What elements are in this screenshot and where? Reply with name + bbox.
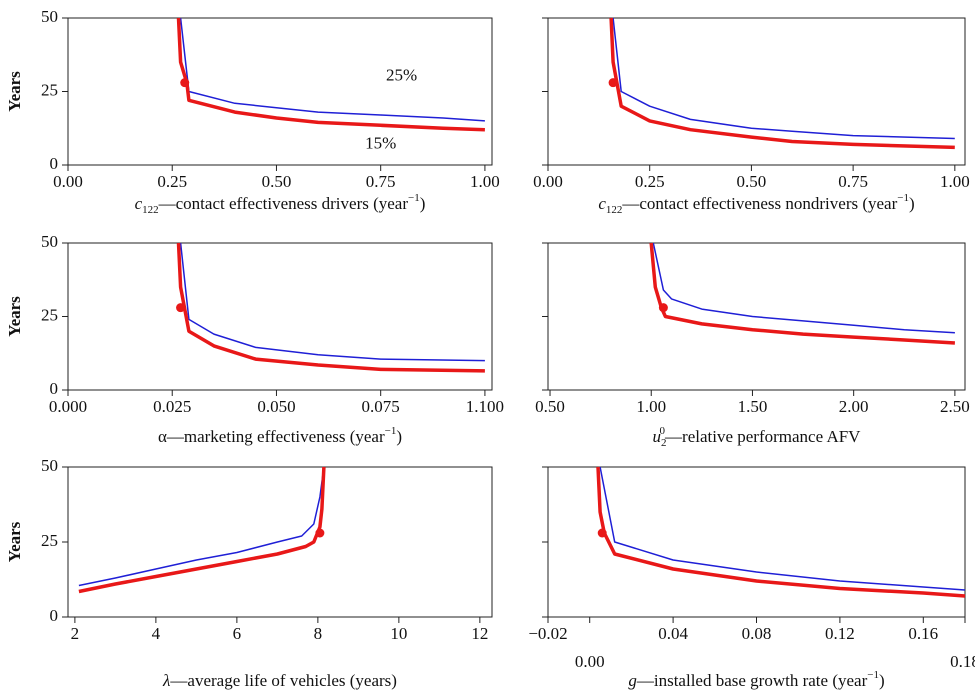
x-tick-label: 0.50 xyxy=(535,397,565,416)
plot-frame xyxy=(67,242,493,391)
x-axis-label-part: −1 xyxy=(408,192,420,204)
series-line xyxy=(612,17,955,140)
x-axis-label: c122—contact effectiveness nondrivers (y… xyxy=(598,192,914,216)
x-tick-label: 0.00 xyxy=(53,172,83,191)
x-axis-label-part: −1 xyxy=(897,192,909,204)
x-tick-label: 0.04 xyxy=(658,624,688,643)
x-tick-label: 6 xyxy=(233,624,242,643)
x-tick-label: −0.02 xyxy=(528,624,567,643)
x-axis-label-part: −1 xyxy=(385,425,397,437)
x-tick-label: 0.18 xyxy=(950,652,975,671)
x-axis-label-part: 2 xyxy=(661,437,667,449)
y-tick-label: 25 xyxy=(41,80,58,99)
x-axis-label: g—installed base growth rate (year−1) xyxy=(628,669,884,690)
x-tick-label: 4 xyxy=(152,624,161,643)
x-tick-label: 0.000 xyxy=(49,397,87,416)
x-tick-label: 1.00 xyxy=(636,397,666,416)
x-tick-label: 0.075 xyxy=(362,397,400,416)
highlight-point xyxy=(180,78,190,88)
x-axis-label-part: λ xyxy=(162,671,170,690)
x-axis-label: u20—relative performance AFV xyxy=(653,425,862,449)
x-tick-label: 0.00 xyxy=(533,172,563,191)
x-axis-label-part: −1 xyxy=(867,669,879,681)
y-axis-label: Years xyxy=(5,71,24,112)
x-axis-label-part: c xyxy=(135,194,143,213)
y-tick-label: 0 xyxy=(50,379,59,398)
x-tick-label: 12 xyxy=(471,624,488,643)
series-line xyxy=(599,466,966,591)
annotation: 15% xyxy=(365,133,396,152)
highlight-point xyxy=(315,528,325,538)
x-tick-label: 0.75 xyxy=(838,172,868,191)
x-tick-label: 0.025 xyxy=(153,397,191,416)
highlight-point xyxy=(176,303,186,313)
x-axis-label-part: g xyxy=(628,671,637,690)
series-line xyxy=(596,466,966,598)
x-tick-label: 0.50 xyxy=(262,172,292,191)
x-axis-label-part: —relative performance AFV xyxy=(664,427,861,446)
x-tick-label: 0.050 xyxy=(257,397,295,416)
x-tick-label: 0.16 xyxy=(908,624,938,643)
x-axis-label-part: —average life of vehicles (years) xyxy=(169,671,397,690)
x-axis-label: λ—average life of vehicles (years) xyxy=(162,671,397,690)
series-line xyxy=(179,242,485,362)
x-tick-label: 2 xyxy=(71,624,80,643)
series-line xyxy=(649,242,956,345)
x-axis-label-part: ) xyxy=(396,427,402,446)
x-axis-label-part: ) xyxy=(420,194,426,213)
x-tick-label: 0.00 xyxy=(575,652,605,671)
series-line xyxy=(652,242,955,334)
plot-frame xyxy=(67,17,493,166)
x-tick-label: 1.00 xyxy=(470,172,500,191)
x-tick-label: 0.08 xyxy=(742,624,772,643)
x-axis-label-part: —installed base growth rate (year xyxy=(636,671,868,690)
y-tick-label: 50 xyxy=(41,456,58,475)
x-tick-label: 2.50 xyxy=(940,397,970,416)
x-axis-label-part: 122 xyxy=(142,204,159,216)
x-axis-label-part: α—marketing effectiveness (year xyxy=(158,427,385,446)
y-tick-label: 25 xyxy=(41,531,58,550)
highlight-point xyxy=(658,303,668,313)
x-tick-label: 0.25 xyxy=(635,172,665,191)
series-line xyxy=(179,17,485,122)
y-axis-label: Years xyxy=(5,296,24,337)
x-tick-label: 1.100 xyxy=(466,397,504,416)
x-tick-label: 8 xyxy=(314,624,323,643)
x-axis-label: α—marketing effectiveness (year−1) xyxy=(158,425,402,446)
x-axis-label-part: u xyxy=(653,427,662,446)
y-tick-label: 50 xyxy=(41,7,58,26)
y-axis-label: Years xyxy=(5,521,24,562)
highlight-point xyxy=(608,78,618,88)
series-line xyxy=(176,242,485,373)
y-tick-label: 0 xyxy=(50,606,59,625)
y-tick-label: 50 xyxy=(41,232,58,251)
series-line xyxy=(176,17,485,132)
x-tick-label: 1.00 xyxy=(940,172,970,191)
x-axis-label-part: ) xyxy=(909,194,915,213)
x-axis-label-part: ) xyxy=(879,671,885,690)
x-axis-label-part: c xyxy=(598,194,606,213)
x-tick-label: 10 xyxy=(390,624,407,643)
x-tick-label: 0.50 xyxy=(737,172,767,191)
x-tick-label: 0.75 xyxy=(366,172,396,191)
x-axis-label-part: —contact effectiveness drivers (year xyxy=(158,194,409,213)
x-tick-label: 2.00 xyxy=(839,397,869,416)
series-line xyxy=(78,466,325,587)
series-line xyxy=(78,466,326,594)
x-tick-label: 1.50 xyxy=(738,397,768,416)
annotation: 25% xyxy=(386,66,417,85)
x-axis-label-part: 0 xyxy=(660,425,666,437)
y-tick-label: 25 xyxy=(41,305,58,324)
highlight-point xyxy=(597,528,607,538)
x-axis-label: c122—contact effectiveness drivers (year… xyxy=(135,192,426,216)
y-tick-label: 0 xyxy=(50,154,59,173)
x-axis-label-part: 122 xyxy=(606,204,623,216)
x-tick-label: 0.12 xyxy=(825,624,855,643)
series-line xyxy=(609,17,955,150)
x-tick-label: 0.25 xyxy=(157,172,187,191)
x-axis-label-part: —contact effectiveness nondrivers (year xyxy=(621,194,897,213)
